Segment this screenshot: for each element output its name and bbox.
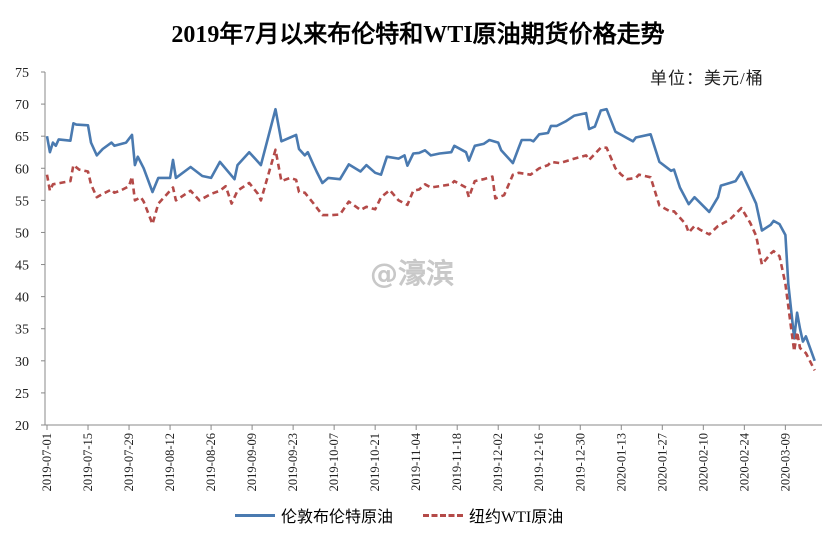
x-tick-label: 2019-12-30 (573, 433, 587, 491)
watermark: @濠滨 (370, 257, 455, 290)
y-tick-label: 75 (15, 66, 29, 81)
chart-title: 2019年7月以来布伦特和WTI原油期货价格走势 (171, 22, 665, 48)
y-tick-label: 25 (15, 387, 29, 402)
y-tick-label: 70 (15, 98, 29, 113)
x-tick-label: 2019-08-12 (163, 433, 177, 491)
legend-label-brent: 伦敦布伦特原油 (281, 509, 394, 526)
y-tick-label: 35 (15, 323, 29, 338)
legend: 伦敦布伦特原油 纽约WTI原油 (235, 503, 563, 527)
x-tick-label: 2019-08-26 (204, 433, 218, 491)
x-tick-label: 2019-09-23 (286, 433, 300, 491)
x-tick-label: 2020-02-10 (696, 433, 710, 491)
legend-swatch-brent (235, 513, 275, 517)
y-tick-label: 40 (15, 291, 29, 306)
y-tick-label: 50 (15, 226, 29, 241)
y-tick-label: 55 (15, 194, 29, 209)
unit-label: 单位：美元/桶 (650, 69, 764, 88)
x-tick-label: 2019-07-15 (81, 433, 95, 491)
x-tick-label: 2020-02-24 (737, 432, 751, 491)
x-tick-label: 2019-07-29 (122, 433, 136, 491)
y-tick-label: 45 (15, 259, 29, 274)
x-tick-label: 2020-01-13 (614, 433, 628, 491)
x-tick-label: 2019-11-04 (409, 432, 423, 491)
x-tick-label: 2020-01-27 (655, 433, 669, 491)
y-tick-label: 20 (15, 419, 29, 434)
x-tick-label: 2019-12-02 (491, 433, 505, 491)
series-line-brent (45, 107, 816, 362)
x-tick-label: 2019-10-21 (368, 433, 382, 491)
x-tick-label: 2020-03-09 (778, 433, 792, 491)
x-tick-label: 2019-07-01 (40, 433, 54, 491)
x-tick-label: 2019-09-09 (245, 433, 259, 491)
legend-swatch-wti (423, 513, 464, 517)
legend-item-brent: 伦敦布伦特原油 (235, 503, 393, 527)
legend-item-wti: 纽约WTI原油 (423, 503, 563, 527)
series-line-wti (45, 146, 816, 371)
x-tick-label: 2019-11-18 (450, 433, 464, 491)
x-tick-label: 2019-12-16 (532, 433, 546, 491)
y-tick-label: 30 (15, 355, 29, 370)
y-tick-label: 60 (15, 162, 29, 177)
x-tick-label: 2019-10-07 (327, 433, 341, 491)
legend-label-wti: 纽约WTI原油 (469, 509, 564, 526)
y-tick-label: 65 (15, 130, 29, 145)
